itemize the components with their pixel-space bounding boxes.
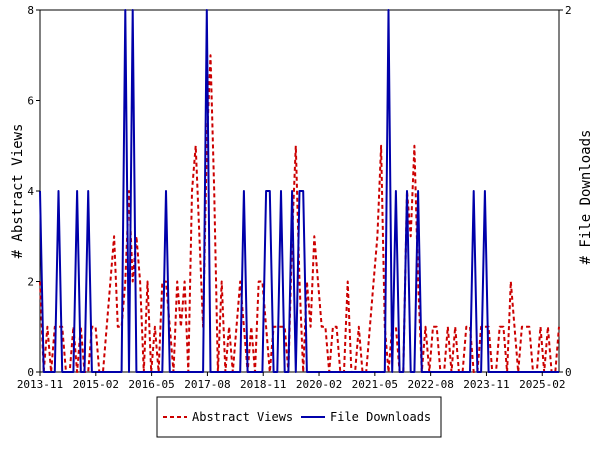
y-tick-label: 0 [27,366,34,379]
x-tick-label: 2021-05 [352,378,398,391]
series-layer [39,9,560,373]
x-tick-label: 2022-08 [407,378,453,391]
y-axis-label: # Abstract Views [10,124,26,259]
x-tick-label: 2013-11 [17,378,63,391]
x-tick-label: 2023-11 [463,378,509,391]
x-tick-label: 2016-05 [128,378,174,391]
tick-layer: 2013-11 2015-02 2016-05 2017-08 2018-11 2020-… [17,4,572,391]
x-tick-label: 2018-11 [240,378,286,391]
y-tick-label: 4 [27,185,34,198]
legend-box [156,396,442,438]
series-line-file-downloads [39,9,559,373]
y2-tick-label: 2 [565,4,572,17]
x-tick-label: 2025-02 [519,378,565,391]
x-tick-label: 2020-02 [296,378,342,391]
legend-label-abstract-views: Abstract Views [192,410,293,424]
y-tick-label: 2 [27,276,34,289]
y2-axis-label: # File Downloads [578,130,594,265]
y-tick-label: 8 [27,4,34,17]
legend: Abstract Views File Downloads [156,396,442,438]
legend-label-file-downloads: File Downloads [330,410,431,424]
x-tick-label: 2017-08 [184,378,230,391]
y-tick-label: 6 [27,95,34,108]
y2-tick-label: 0 [565,366,572,379]
x-tick-label: 2015-02 [73,378,119,391]
series-line-abstract-views [39,54,560,373]
